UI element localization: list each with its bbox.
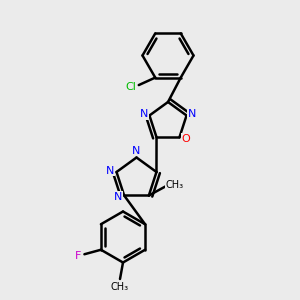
Text: F: F [75, 251, 82, 261]
Text: CH₃: CH₃ [165, 180, 183, 190]
Text: N: N [132, 146, 141, 156]
Text: CH₃: CH₃ [111, 282, 129, 292]
Text: N: N [106, 166, 115, 176]
Text: N: N [140, 109, 148, 119]
Text: O: O [181, 134, 190, 144]
Text: N: N [114, 192, 122, 202]
Text: Cl: Cl [126, 82, 137, 92]
Text: N: N [188, 109, 196, 119]
